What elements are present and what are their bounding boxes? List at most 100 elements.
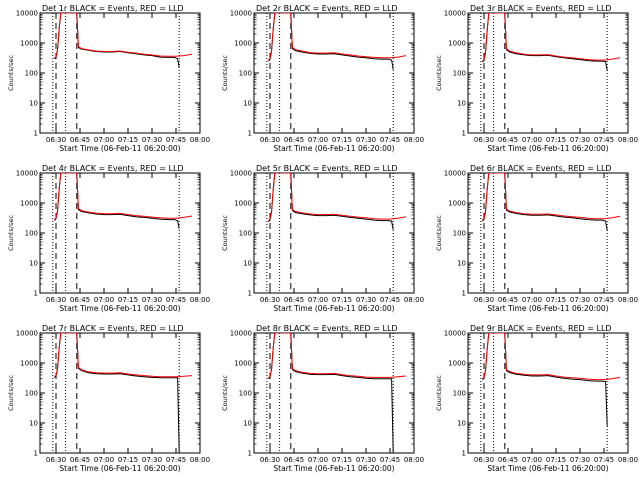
series-lld-line bbox=[54, 13, 193, 59]
plot-frame bbox=[39, 12, 201, 134]
y-tick-label: 10 bbox=[243, 260, 252, 268]
chart-title: Det 4r BLACK = Events, RED = LLD bbox=[42, 164, 184, 173]
x-tick-label: 07:45 bbox=[380, 296, 400, 304]
x-tick-label: 06:45 bbox=[498, 136, 518, 144]
plot-area bbox=[266, 333, 407, 453]
x-tick-label: 08:00 bbox=[618, 136, 638, 144]
x-tick-label: 06:30 bbox=[46, 456, 66, 464]
y-tick-label: 100 bbox=[25, 230, 38, 238]
chart-title: Det 2r BLACK = Events, RED = LLD bbox=[256, 4, 398, 13]
plot-area bbox=[52, 13, 193, 133]
x-tick-label: 06:45 bbox=[70, 136, 90, 144]
series-events-line bbox=[482, 333, 608, 426]
x-tick-label: 06:45 bbox=[498, 456, 518, 464]
x-axis-label: Start Time (06-Feb-11 06:20:00) bbox=[59, 464, 180, 473]
y-axis-label: Counts/sec bbox=[221, 55, 229, 91]
x-axis-label: Start Time (06-Feb-11 06:20:00) bbox=[487, 464, 608, 473]
y-axis-label: Counts/sec bbox=[221, 215, 229, 251]
x-tick-label: 08:00 bbox=[404, 136, 424, 144]
x-tick-label: 06:45 bbox=[284, 136, 304, 144]
series-events-line bbox=[268, 13, 394, 70]
y-tick-label: 1 bbox=[462, 290, 466, 298]
y-tick-label: 100 bbox=[25, 70, 38, 78]
x-axis-label: Start Time (06-Feb-11 06:20:00) bbox=[273, 464, 394, 473]
y-tick-label: 1000 bbox=[20, 40, 38, 48]
series-lld-line bbox=[482, 173, 621, 221]
panel-2: Det 2r BLACK = Events, RED = LLD Counts/s… bbox=[221, 4, 424, 153]
y-tick-label: 100 bbox=[239, 390, 252, 398]
y-axis-label: Counts/sec bbox=[7, 375, 15, 411]
y-tick-label: 1000 bbox=[448, 360, 466, 368]
plot-frame bbox=[39, 172, 201, 294]
x-tick-label: 07:45 bbox=[594, 456, 614, 464]
y-tick-label: 1 bbox=[248, 130, 252, 138]
y-tick-label: 1 bbox=[34, 450, 38, 458]
y-tick-label: 10000 bbox=[16, 10, 38, 18]
x-tick-label: 07:15 bbox=[118, 136, 138, 144]
y-axis-label: Counts/sec bbox=[221, 375, 229, 411]
y-axis-label: Counts/sec bbox=[435, 55, 443, 91]
x-tick-label: 07:00 bbox=[308, 136, 328, 144]
y-tick-label: 1000 bbox=[448, 40, 466, 48]
y-tick-label: 10 bbox=[29, 420, 38, 428]
x-tick-label: 07:15 bbox=[546, 296, 566, 304]
series-events-line bbox=[54, 333, 180, 453]
series-events-line bbox=[482, 173, 608, 231]
chart-title: Det 3r BLACK = Events, RED = LLD bbox=[470, 4, 612, 13]
plot-frame bbox=[253, 172, 415, 294]
plot-frame bbox=[253, 332, 415, 454]
plot-frame bbox=[39, 332, 201, 454]
x-tick-label: 06:30 bbox=[474, 296, 494, 304]
plot-area bbox=[52, 333, 193, 453]
x-tick-label: 07:30 bbox=[356, 136, 376, 144]
series-lld-line bbox=[268, 173, 407, 221]
series-events-line bbox=[54, 13, 180, 68]
y-tick-label: 1000 bbox=[234, 360, 252, 368]
y-tick-label: 100 bbox=[239, 70, 252, 78]
panel-4: Det 4r BLACK = Events, RED = LLD Counts/s… bbox=[7, 164, 210, 313]
x-axis-label: Start Time (06-Feb-11 06:20:00) bbox=[273, 144, 394, 153]
y-tick-label: 10 bbox=[29, 100, 38, 108]
series-events-line bbox=[482, 13, 608, 71]
y-tick-label: 1000 bbox=[234, 200, 252, 208]
x-tick-label: 07:30 bbox=[570, 296, 590, 304]
y-tick-label: 1 bbox=[462, 130, 466, 138]
chart-title: Det 9r BLACK = Events, RED = LLD bbox=[470, 324, 612, 333]
y-tick-label: 1000 bbox=[20, 360, 38, 368]
series-events-line bbox=[268, 173, 394, 230]
plot-frame bbox=[253, 12, 415, 134]
series-events-line bbox=[54, 173, 180, 229]
x-tick-label: 07:00 bbox=[94, 136, 114, 144]
x-tick-label: 07:00 bbox=[94, 296, 114, 304]
y-tick-label: 10000 bbox=[230, 330, 252, 338]
x-tick-label: 06:30 bbox=[260, 456, 280, 464]
x-tick-label: 07:30 bbox=[142, 136, 162, 144]
series-lld-line bbox=[54, 333, 193, 378]
y-tick-label: 100 bbox=[239, 230, 252, 238]
plot-frame bbox=[467, 12, 629, 134]
plot-area bbox=[480, 333, 621, 453]
x-tick-label: 07:00 bbox=[94, 456, 114, 464]
y-tick-label: 10000 bbox=[16, 170, 38, 178]
y-axis-label: Counts/sec bbox=[7, 215, 15, 251]
chart-title: Det 6r BLACK = Events, RED = LLD bbox=[470, 164, 612, 173]
y-tick-label: 1 bbox=[34, 130, 38, 138]
x-tick-label: 06:30 bbox=[46, 136, 66, 144]
y-tick-label: 10 bbox=[457, 420, 466, 428]
y-tick-label: 100 bbox=[453, 390, 466, 398]
x-tick-label: 07:00 bbox=[522, 136, 542, 144]
x-tick-label: 06:30 bbox=[260, 296, 280, 304]
x-tick-label: 07:45 bbox=[166, 456, 186, 464]
x-tick-label: 06:30 bbox=[260, 136, 280, 144]
y-axis-label: Counts/sec bbox=[435, 215, 443, 251]
x-tick-label: 07:15 bbox=[546, 456, 566, 464]
x-axis-label: Start Time (06-Feb-11 06:20:00) bbox=[487, 304, 608, 313]
x-tick-label: 06:45 bbox=[284, 456, 304, 464]
x-tick-label: 06:45 bbox=[70, 296, 90, 304]
chart-title: Det 8r BLACK = Events, RED = LLD bbox=[256, 324, 398, 333]
plot-area bbox=[480, 13, 621, 133]
x-tick-label: 07:45 bbox=[380, 456, 400, 464]
x-tick-label: 08:00 bbox=[190, 296, 210, 304]
x-tick-label: 07:15 bbox=[332, 296, 352, 304]
